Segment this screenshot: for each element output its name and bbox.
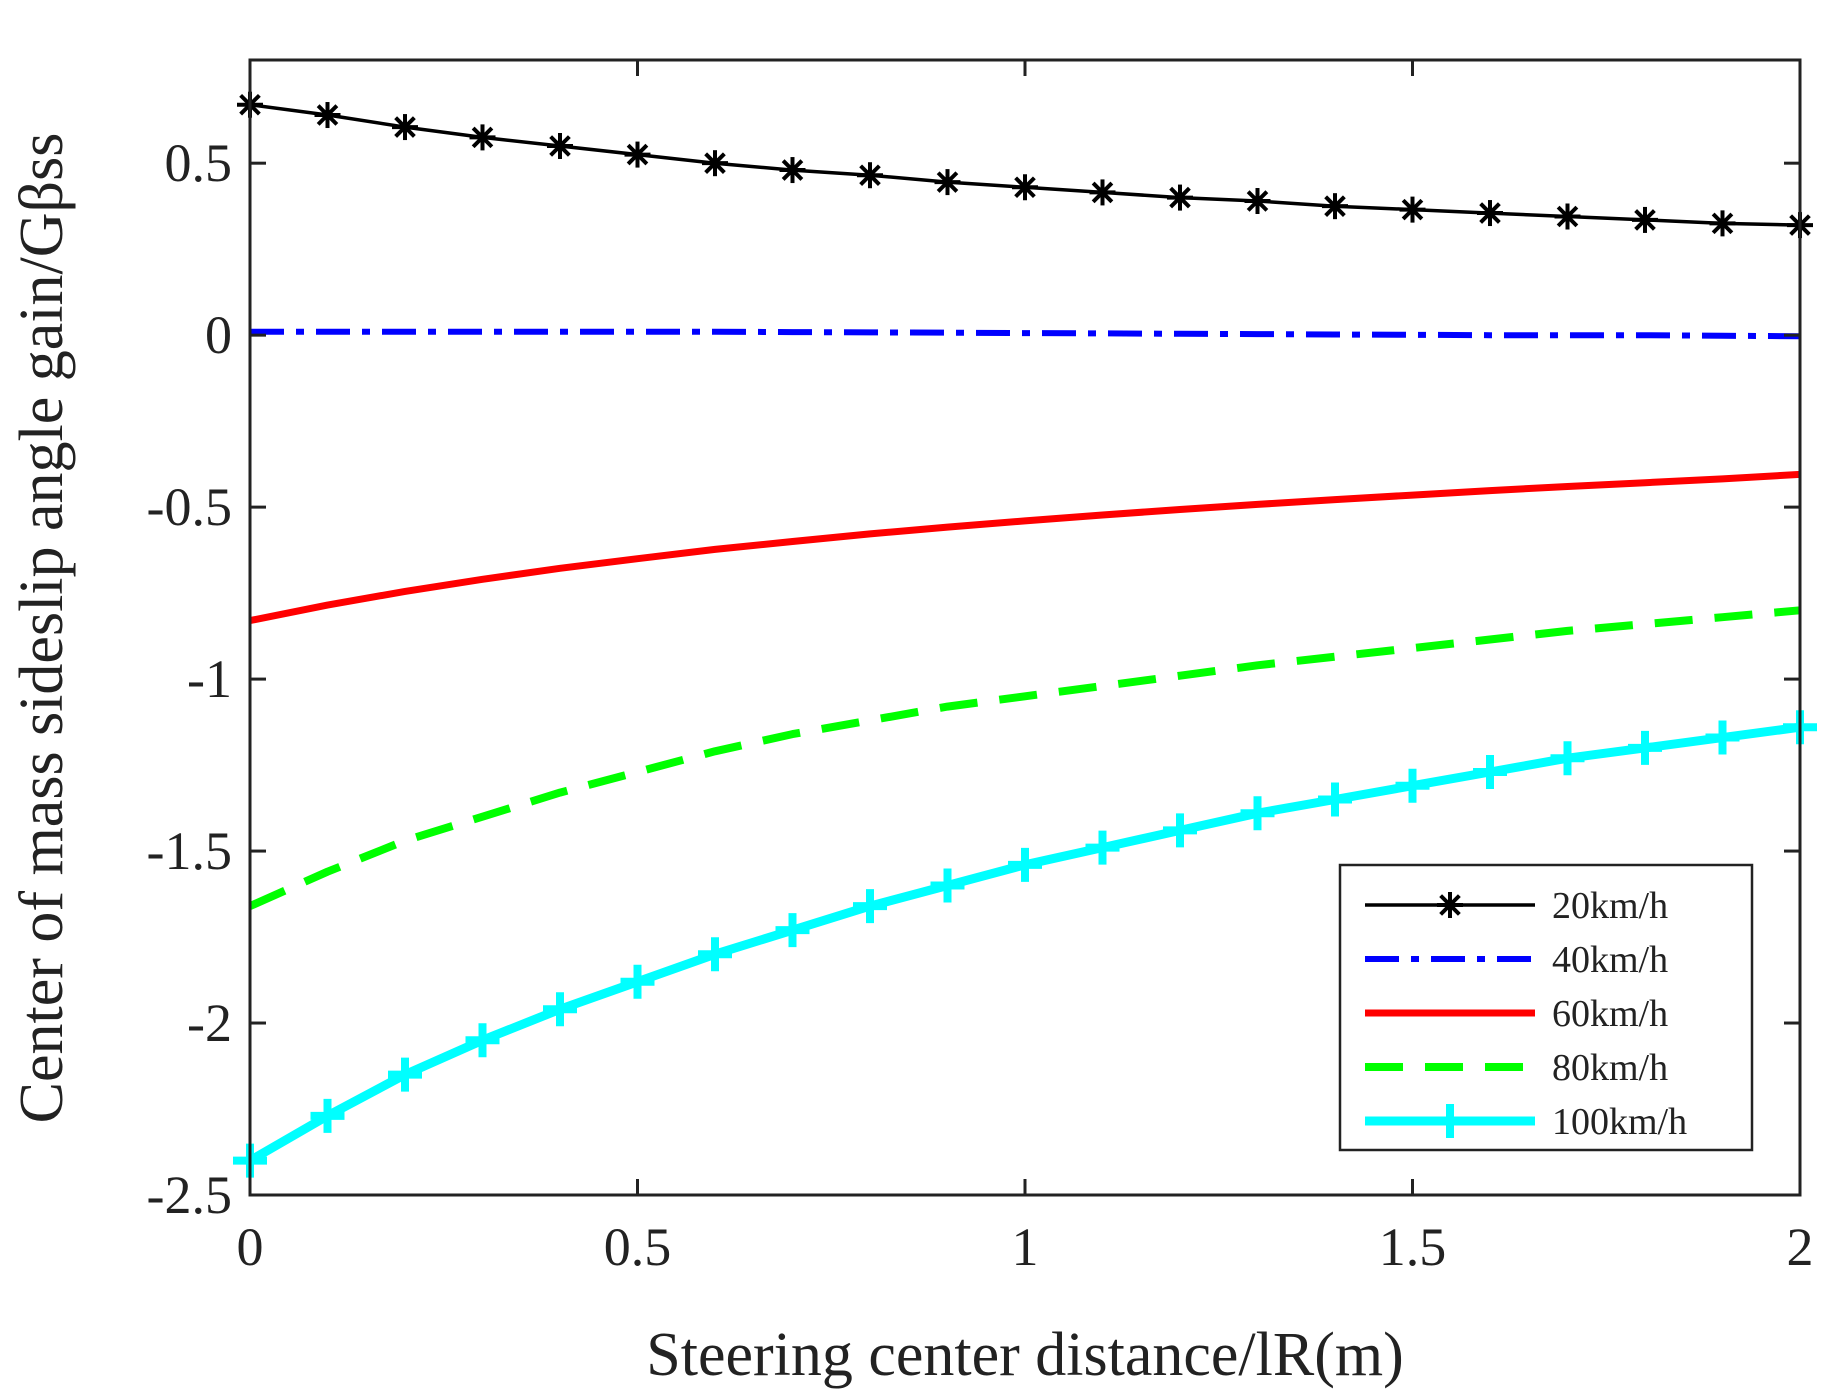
y-tick-label: -2	[187, 993, 232, 1053]
data-point	[1399, 196, 1426, 223]
legend-label: 100km/h	[1552, 1101, 1687, 1143]
data-point	[775, 913, 810, 948]
legend-item: 60km/h	[1365, 993, 1668, 1035]
legend-label: 60km/h	[1552, 993, 1668, 1035]
y-tick-label: -2.5	[147, 1165, 232, 1225]
data-point	[1473, 754, 1507, 789]
legend-item: 80km/h	[1365, 1047, 1668, 1089]
y-tick-label: -0.5	[147, 477, 232, 537]
data-point	[314, 102, 341, 129]
y-tick-label: -1.5	[147, 821, 232, 881]
data-point	[779, 157, 806, 184]
x-axis-label: Steering center distance/lR(m)	[646, 1321, 1404, 1389]
data-point	[543, 992, 577, 1027]
data-point	[547, 132, 573, 159]
data-point	[1089, 179, 1116, 206]
data-point	[1008, 847, 1042, 882]
data-point	[1709, 210, 1736, 237]
series-60km-h	[249, 470, 1801, 625]
legend-item: 100km/h	[1365, 1101, 1687, 1143]
legend-box	[1338, 863, 1754, 1152]
legend-item: 40km/h	[1365, 939, 1668, 981]
data-point	[469, 124, 496, 151]
data-point	[1705, 720, 1740, 755]
data-point	[1318, 782, 1352, 817]
y-tick-label: 0	[205, 305, 232, 365]
legend-label: 80km/h	[1552, 1047, 1668, 1089]
data-point	[388, 1057, 422, 1092]
x-tick-label: 2	[1787, 1217, 1814, 1277]
data-point	[698, 937, 732, 972]
data-point	[465, 1023, 500, 1058]
data-point	[392, 114, 418, 141]
data-point	[1322, 193, 1348, 220]
tick-layer: 0 0.5 1 1.5 2 0.5 0 -0.5 -1 -1.5 -2 -2.5	[147, 60, 1814, 1277]
data-point	[620, 964, 655, 999]
data-point	[1244, 188, 1271, 215]
data-point	[624, 141, 651, 168]
y-tick-label: 0.5	[165, 133, 233, 193]
data-point	[1632, 206, 1658, 233]
data-point	[1167, 184, 1193, 211]
data-point	[930, 868, 965, 903]
legend: 20km/h 40km/h 60km/h 80km/h 100km/h	[1338, 863, 1754, 1152]
series-40km-h	[250, 328, 1801, 340]
series-80km-h	[248, 606, 1801, 910]
series-line-60km-h	[249, 470, 1801, 625]
x-tick-label: 0	[237, 1217, 264, 1277]
data-point	[1012, 174, 1038, 201]
legend-marker	[1433, 1104, 1467, 1138]
data-point	[1554, 203, 1581, 230]
x-tick-label: 1.5	[1379, 1217, 1447, 1277]
x-tick-label: 1	[1012, 1217, 1039, 1277]
data-point	[857, 162, 883, 189]
series-100km-h	[233, 710, 1817, 1178]
series-line-40km-h	[250, 328, 1801, 340]
data-point	[1550, 741, 1585, 776]
data-point	[1163, 813, 1197, 848]
x-tick-label: 0.5	[604, 1217, 672, 1277]
series-layer	[233, 91, 1817, 1178]
series-20km-h	[237, 91, 1813, 239]
legend-label: 40km/h	[1552, 939, 1668, 981]
y-axis-label: Center of mass sideslip angle gain/Gβss	[8, 133, 76, 1124]
data-point	[1240, 796, 1275, 831]
y-tick-label: -1	[187, 649, 232, 709]
data-point	[853, 889, 887, 924]
data-point	[934, 169, 961, 196]
legend-marker	[1437, 892, 1463, 918]
data-point	[1477, 200, 1503, 227]
data-point	[702, 150, 728, 177]
data-point	[310, 1098, 345, 1133]
legend-label: 20km/h	[1552, 885, 1668, 927]
data-point	[1628, 730, 1662, 765]
series-line-80km-h	[248, 606, 1801, 910]
data-point	[1085, 830, 1120, 865]
data-point	[1395, 768, 1430, 803]
legend-item: 20km/h	[1365, 885, 1668, 927]
